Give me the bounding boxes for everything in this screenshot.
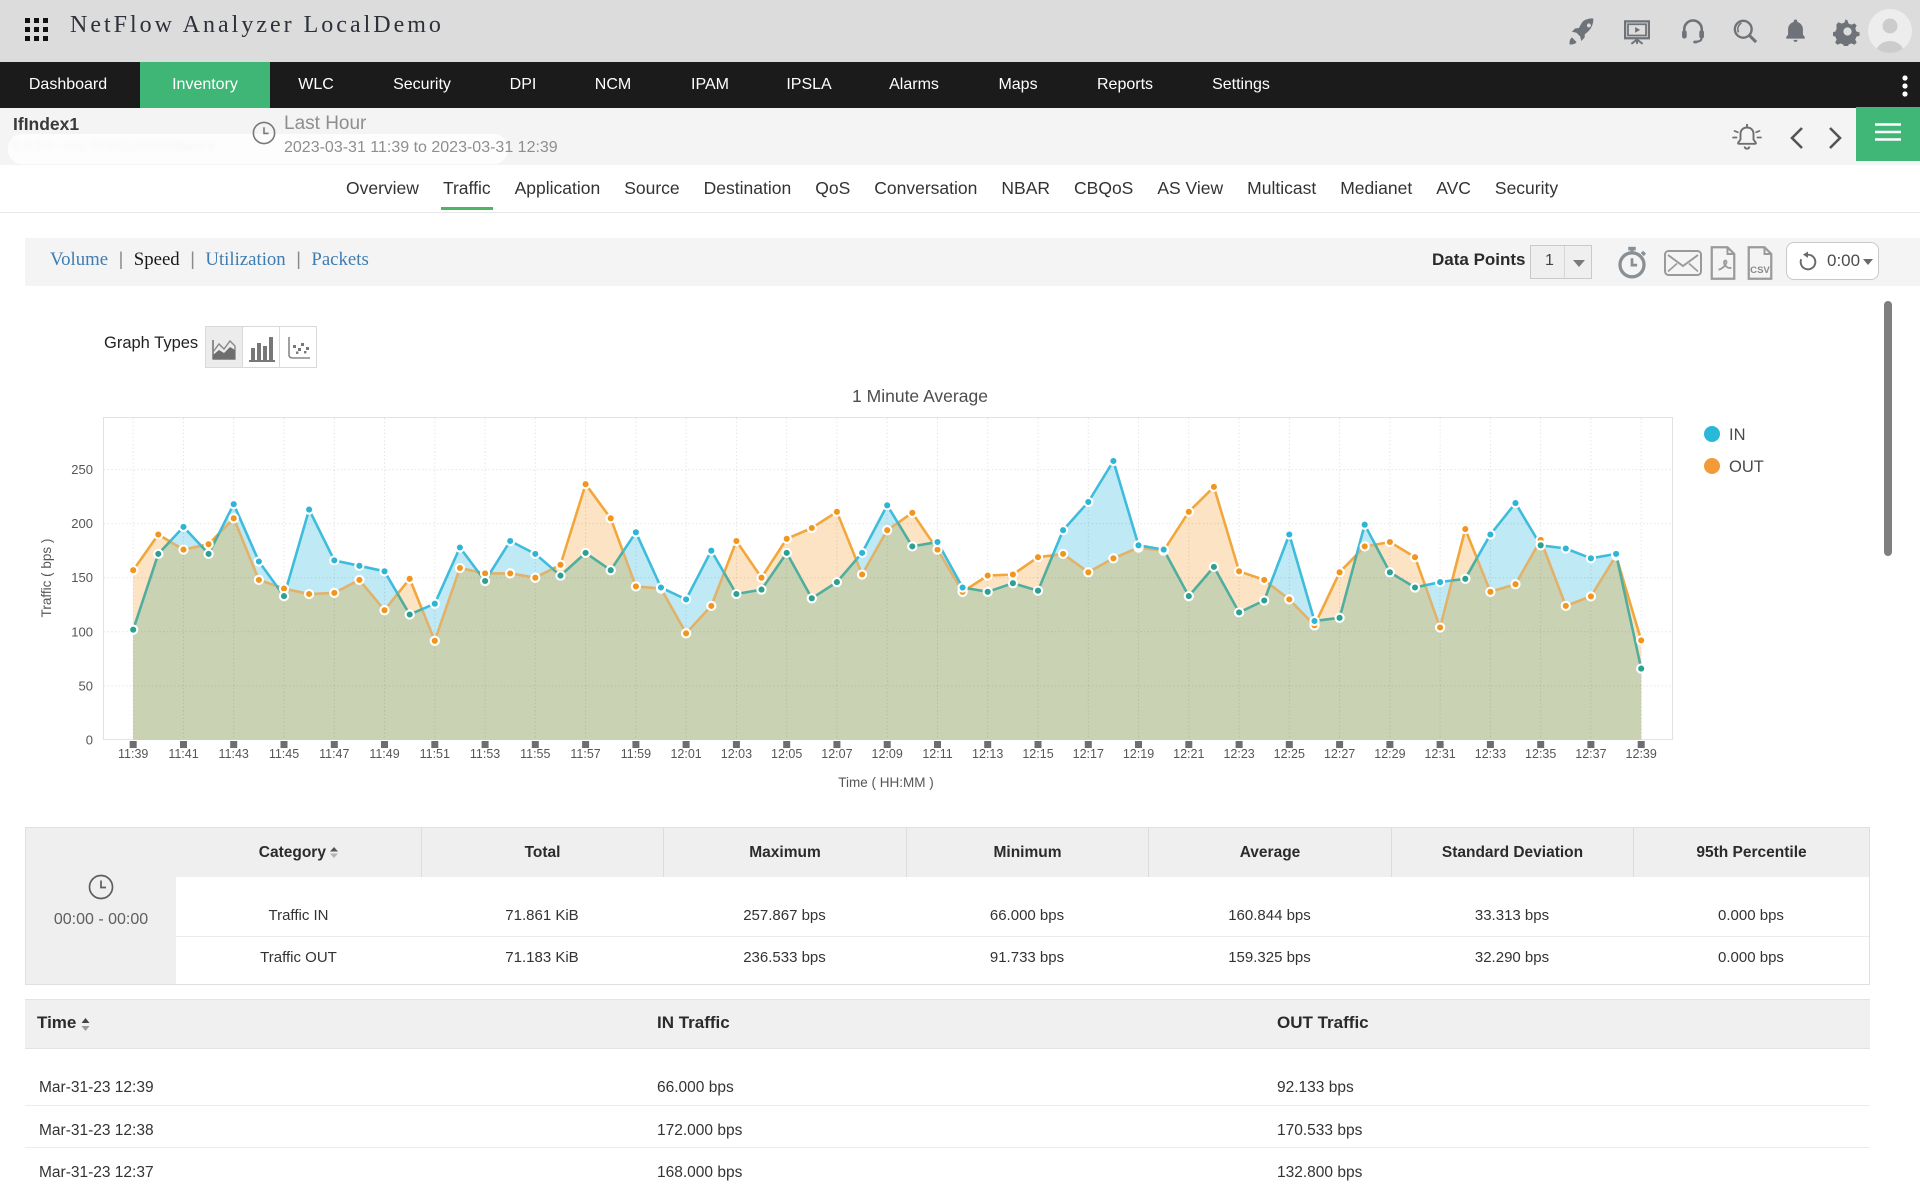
svg-text:100: 100 — [71, 624, 93, 639]
svg-text:11:49: 11:49 — [369, 747, 399, 761]
svg-text:12:13: 12:13 — [972, 747, 1003, 761]
svg-text:11:43: 11:43 — [219, 747, 249, 761]
svg-text:250: 250 — [71, 462, 93, 477]
svg-text:12:35: 12:35 — [1525, 747, 1556, 761]
svg-text:12:03: 12:03 — [721, 747, 752, 761]
svg-text:11:41: 11:41 — [168, 747, 198, 761]
svg-text:12:19: 12:19 — [1123, 747, 1154, 761]
svg-text:12:09: 12:09 — [872, 747, 903, 761]
svg-text:12:25: 12:25 — [1274, 747, 1305, 761]
svg-text:11:53: 11:53 — [470, 747, 500, 761]
svg-text:12:17: 12:17 — [1073, 747, 1104, 761]
svg-text:12:11: 12:11 — [922, 747, 952, 761]
svg-text:11:51: 11:51 — [420, 747, 450, 761]
svg-text:OUT: OUT — [1729, 458, 1764, 476]
svg-text:11:59: 11:59 — [621, 747, 651, 761]
svg-text:11:57: 11:57 — [570, 747, 600, 761]
svg-text:11:45: 11:45 — [269, 747, 299, 761]
svg-text:11:47: 11:47 — [319, 747, 349, 761]
svg-text:12:21: 12:21 — [1173, 747, 1204, 761]
svg-text:12:29: 12:29 — [1374, 747, 1405, 761]
svg-text:12:37: 12:37 — [1575, 747, 1606, 761]
svg-text:12:05: 12:05 — [771, 747, 802, 761]
svg-text:12:33: 12:33 — [1475, 747, 1506, 761]
svg-text:11:39: 11:39 — [118, 747, 148, 761]
svg-text:12:01: 12:01 — [670, 747, 701, 761]
svg-text:12:23: 12:23 — [1223, 747, 1254, 761]
svg-text:1 Minute Average: 1 Minute Average — [852, 386, 988, 406]
svg-text:CSV: CSV — [1750, 265, 1770, 276]
svg-text:200: 200 — [71, 516, 93, 531]
svg-text:12:31: 12:31 — [1424, 747, 1455, 761]
svg-text:12:07: 12:07 — [821, 747, 852, 761]
svg-text:12:15: 12:15 — [1022, 747, 1053, 761]
svg-text:IN: IN — [1729, 426, 1746, 444]
svg-text:50: 50 — [79, 678, 93, 693]
svg-text:12:27: 12:27 — [1324, 747, 1355, 761]
svg-text:Traffic ( bps ): Traffic ( bps ) — [39, 539, 54, 618]
svg-text:11:55: 11:55 — [520, 747, 550, 761]
svg-text:Time ( HH:MM ): Time ( HH:MM ) — [838, 775, 933, 790]
svg-text:0: 0 — [86, 733, 93, 748]
svg-text:12:39: 12:39 — [1626, 747, 1657, 761]
svg-text:150: 150 — [71, 570, 93, 585]
